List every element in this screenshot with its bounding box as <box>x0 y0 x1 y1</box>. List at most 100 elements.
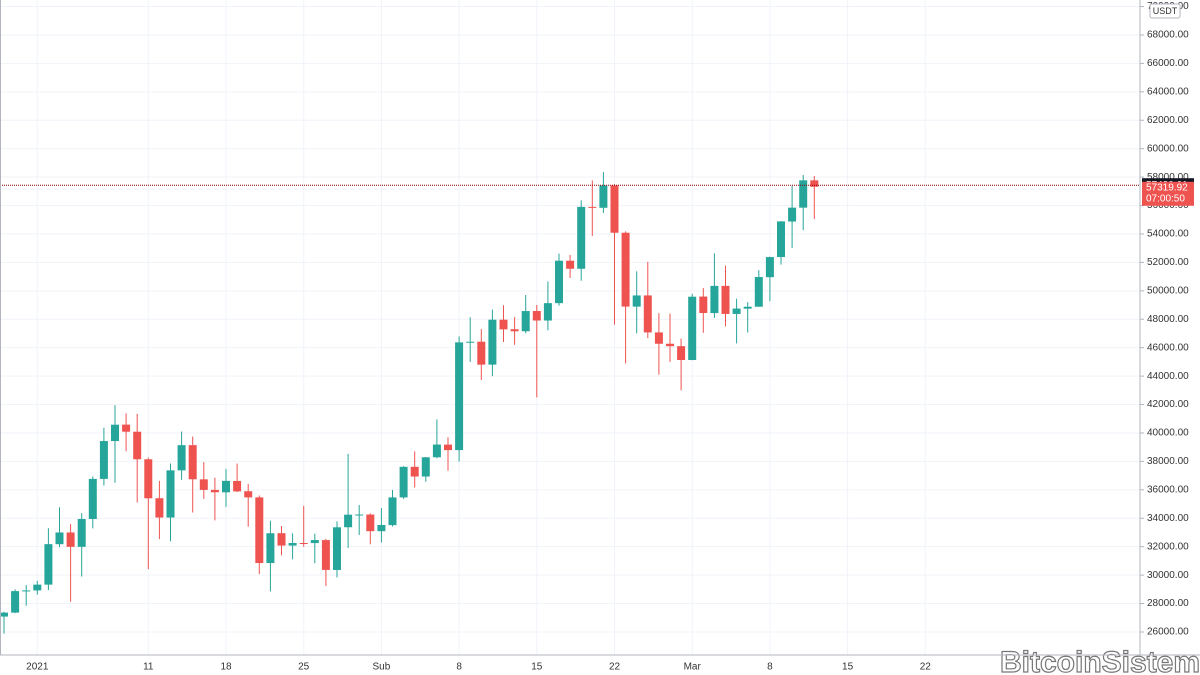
y-tick-label: 52000.00 <box>1147 257 1189 268</box>
x-tick-label: Sub <box>373 662 391 673</box>
x-tick-label: 2021 <box>26 662 49 673</box>
candle-body <box>555 260 563 304</box>
candle-body <box>521 311 530 332</box>
candle-body <box>732 308 741 314</box>
candle-body <box>77 518 86 547</box>
candle-body <box>210 489 219 493</box>
candle-body <box>432 444 441 458</box>
candle-body <box>410 466 419 477</box>
candle-body <box>466 341 475 343</box>
x-tick-label: 22 <box>920 662 932 673</box>
candle-body <box>166 470 175 518</box>
candle-body <box>810 180 819 187</box>
candle-body <box>654 332 663 344</box>
candle-body <box>133 431 142 460</box>
y-tick-label: 30000.00 <box>1147 570 1189 581</box>
candle-body <box>99 441 108 479</box>
candle-body <box>266 533 275 564</box>
y-tick-label: 46000.00 <box>1147 342 1189 353</box>
candle-body <box>743 306 752 309</box>
candle-body <box>721 285 730 314</box>
countdown-label: 07:00:50 <box>1146 193 1185 204</box>
watermark: BitcoinSistemi <box>1000 646 1200 675</box>
candle-body <box>444 444 452 451</box>
candle-body <box>111 424 119 442</box>
y-tick-label: 26000.00 <box>1147 627 1189 638</box>
y-tick-label: 48000.00 <box>1147 314 1189 325</box>
candle-body <box>88 478 97 519</box>
candle-body <box>543 303 552 321</box>
candle-body <box>577 206 586 269</box>
y-tick-label: 36000.00 <box>1147 484 1189 495</box>
candle-body <box>777 221 785 258</box>
candle-body <box>277 533 286 546</box>
x-tick-label: 18 <box>220 662 232 673</box>
candle-body <box>22 590 31 592</box>
y-tick-label: 44000.00 <box>1147 371 1189 382</box>
y-tick-label: 50000.00 <box>1147 285 1189 296</box>
candle-body <box>366 514 375 532</box>
y-tick-label: 28000.00 <box>1147 598 1189 609</box>
candle-body <box>55 532 64 545</box>
y-tick-label: 42000.00 <box>1147 399 1189 410</box>
x-tick-label: Mar <box>684 662 702 673</box>
x-tick-label: 11 <box>143 662 154 673</box>
candle-body <box>344 514 353 528</box>
y-tick-label: 32000.00 <box>1147 541 1189 552</box>
candle-body <box>11 591 20 613</box>
candle-body <box>399 466 408 498</box>
candle-body <box>610 185 619 233</box>
y-tick-label: 34000.00 <box>1147 513 1189 524</box>
y-tick-label: 64000.00 <box>1147 86 1189 97</box>
candle-body <box>688 296 697 360</box>
candle-body <box>299 543 308 545</box>
currency-label: USDT <box>1153 6 1178 16</box>
candle-body <box>455 342 464 451</box>
candle-body <box>710 285 719 314</box>
candle-body <box>255 497 264 564</box>
x-tick-label: 22 <box>609 662 621 673</box>
candle-body <box>477 341 486 365</box>
candle-body <box>44 544 53 585</box>
candle-body <box>155 498 164 518</box>
candle-body <box>421 457 430 477</box>
candle-body <box>377 524 386 532</box>
y-tick-label: 38000.00 <box>1147 456 1189 467</box>
candle-body <box>677 346 686 360</box>
y-tick-label: 68000.00 <box>1147 30 1189 41</box>
candle-body <box>144 459 153 499</box>
candle-body <box>321 540 330 570</box>
x-tick-label: 8 <box>456 662 462 673</box>
candle-body <box>566 260 575 269</box>
candle-body <box>765 257 774 278</box>
candle-body <box>233 480 242 492</box>
candle-body <box>699 296 708 314</box>
candle-body <box>666 343 674 347</box>
candle-body <box>355 514 364 516</box>
y-tick-label: 62000.00 <box>1147 115 1189 126</box>
candle-body <box>754 277 763 307</box>
last-price-label: 57319.92 <box>1146 182 1188 193</box>
candle-body <box>632 295 641 307</box>
candle-body <box>621 232 630 307</box>
candle-body <box>388 497 397 526</box>
candle-body <box>588 206 597 208</box>
candle-body <box>499 319 508 330</box>
x-tick-label: 25 <box>298 662 310 673</box>
y-tick-label: 58000.00 <box>1147 172 1189 183</box>
candle-body <box>599 185 608 208</box>
y-tick-label: 40000.00 <box>1147 428 1189 439</box>
candle-body <box>510 329 519 332</box>
candle-body <box>788 207 797 222</box>
candle-body <box>488 319 497 365</box>
last-price-box <box>1142 181 1194 206</box>
y-tick-label: 66000.00 <box>1147 58 1189 69</box>
candle-body <box>199 479 208 490</box>
candle-body <box>244 491 253 498</box>
y-tick-label: 54000.00 <box>1147 229 1189 240</box>
candle-body <box>66 532 75 547</box>
candle-body <box>799 180 808 208</box>
